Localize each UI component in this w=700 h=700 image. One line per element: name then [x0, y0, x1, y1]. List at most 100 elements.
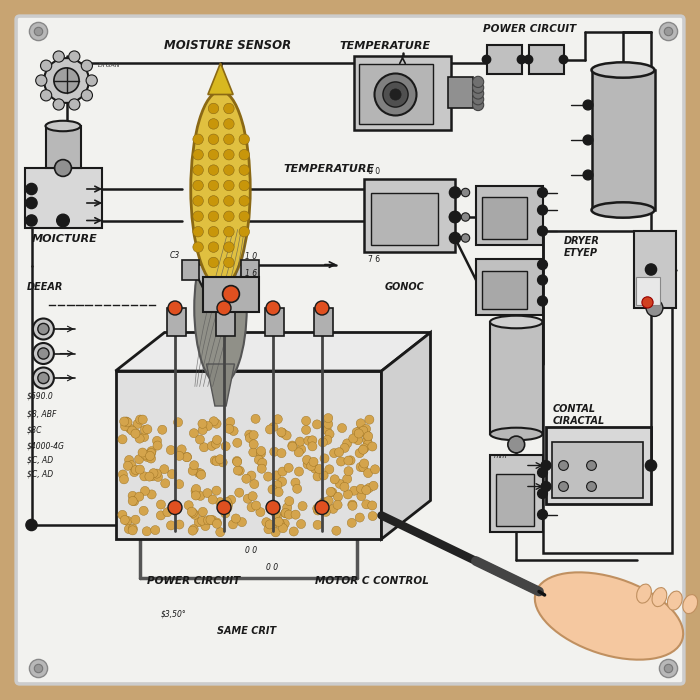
Text: 0 0: 0 0 [266, 564, 278, 573]
Bar [265, 308, 284, 336]
Circle shape [127, 426, 136, 435]
Circle shape [538, 510, 547, 519]
Circle shape [158, 425, 167, 434]
Circle shape [222, 497, 231, 506]
Circle shape [127, 461, 136, 470]
Circle shape [329, 505, 338, 514]
Ellipse shape [490, 316, 542, 328]
Circle shape [203, 489, 212, 498]
Circle shape [250, 480, 259, 489]
Polygon shape [206, 364, 235, 406]
Circle shape [340, 482, 349, 491]
Circle shape [33, 343, 54, 364]
Circle shape [216, 454, 225, 463]
Circle shape [138, 415, 147, 424]
Circle shape [350, 486, 359, 495]
Circle shape [274, 517, 284, 526]
Circle shape [277, 449, 286, 458]
Text: DTGAN: DTGAN [98, 62, 120, 67]
Circle shape [285, 496, 294, 505]
Circle shape [449, 211, 461, 223]
Circle shape [256, 508, 265, 517]
Circle shape [333, 492, 342, 501]
Circle shape [239, 150, 250, 160]
Circle shape [271, 528, 280, 537]
Circle shape [135, 434, 144, 443]
Circle shape [369, 482, 378, 491]
Circle shape [289, 527, 298, 536]
Circle shape [150, 526, 160, 535]
Circle shape [374, 74, 416, 116]
Circle shape [26, 519, 37, 531]
Circle shape [256, 449, 265, 458]
Bar [476, 259, 542, 315]
Circle shape [276, 428, 286, 437]
Text: $690.0: $690.0 [27, 392, 53, 401]
Circle shape [229, 426, 238, 435]
Circle shape [473, 94, 484, 105]
Circle shape [352, 428, 361, 437]
Circle shape [125, 456, 134, 465]
Circle shape [228, 520, 237, 529]
Text: $C, AD: $C, AD [27, 455, 52, 464]
Circle shape [212, 486, 221, 495]
Circle shape [29, 659, 48, 678]
Circle shape [348, 500, 357, 509]
Bar [448, 77, 472, 108]
Ellipse shape [46, 120, 80, 132]
Circle shape [365, 484, 374, 493]
Circle shape [216, 498, 225, 507]
Ellipse shape [682, 594, 698, 614]
Circle shape [175, 452, 184, 461]
Circle shape [120, 515, 130, 524]
Circle shape [130, 468, 139, 477]
Circle shape [346, 456, 355, 465]
Circle shape [53, 51, 64, 62]
Circle shape [122, 417, 131, 426]
Circle shape [153, 436, 162, 445]
Text: $8, ABF: $8, ABF [27, 410, 56, 419]
Circle shape [206, 515, 215, 524]
Circle shape [370, 465, 379, 474]
Circle shape [209, 258, 219, 267]
Text: TEMPERATURE: TEMPERATURE [284, 164, 374, 174]
Bar [496, 474, 534, 526]
Ellipse shape [231, 380, 241, 404]
Circle shape [220, 509, 230, 518]
Circle shape [302, 455, 312, 464]
Circle shape [53, 99, 64, 110]
Circle shape [343, 490, 352, 499]
Circle shape [349, 434, 358, 443]
Circle shape [247, 503, 256, 512]
Circle shape [302, 416, 311, 426]
Circle shape [167, 521, 176, 530]
Circle shape [265, 520, 274, 529]
Circle shape [224, 180, 234, 190]
Circle shape [541, 461, 551, 470]
Circle shape [323, 435, 332, 444]
Circle shape [125, 424, 134, 433]
Circle shape [237, 517, 246, 526]
Text: CONTAL
CIRACTAL: CONTAL CIRACTAL [553, 404, 606, 426]
Bar [592, 70, 654, 210]
Circle shape [134, 455, 144, 464]
Circle shape [473, 99, 484, 111]
Circle shape [319, 498, 328, 507]
Circle shape [322, 426, 331, 435]
Circle shape [587, 482, 596, 491]
Circle shape [249, 440, 258, 449]
Circle shape [239, 134, 250, 145]
Circle shape [318, 438, 328, 447]
Circle shape [209, 416, 218, 426]
Circle shape [270, 447, 279, 456]
Circle shape [69, 51, 80, 62]
Circle shape [193, 211, 204, 221]
Text: 0 0: 0 0 [245, 546, 257, 555]
Circle shape [383, 82, 408, 107]
Circle shape [559, 461, 568, 470]
Circle shape [194, 468, 203, 477]
Circle shape [362, 486, 371, 495]
Circle shape [188, 526, 197, 535]
Circle shape [361, 424, 370, 433]
Circle shape [156, 500, 165, 509]
